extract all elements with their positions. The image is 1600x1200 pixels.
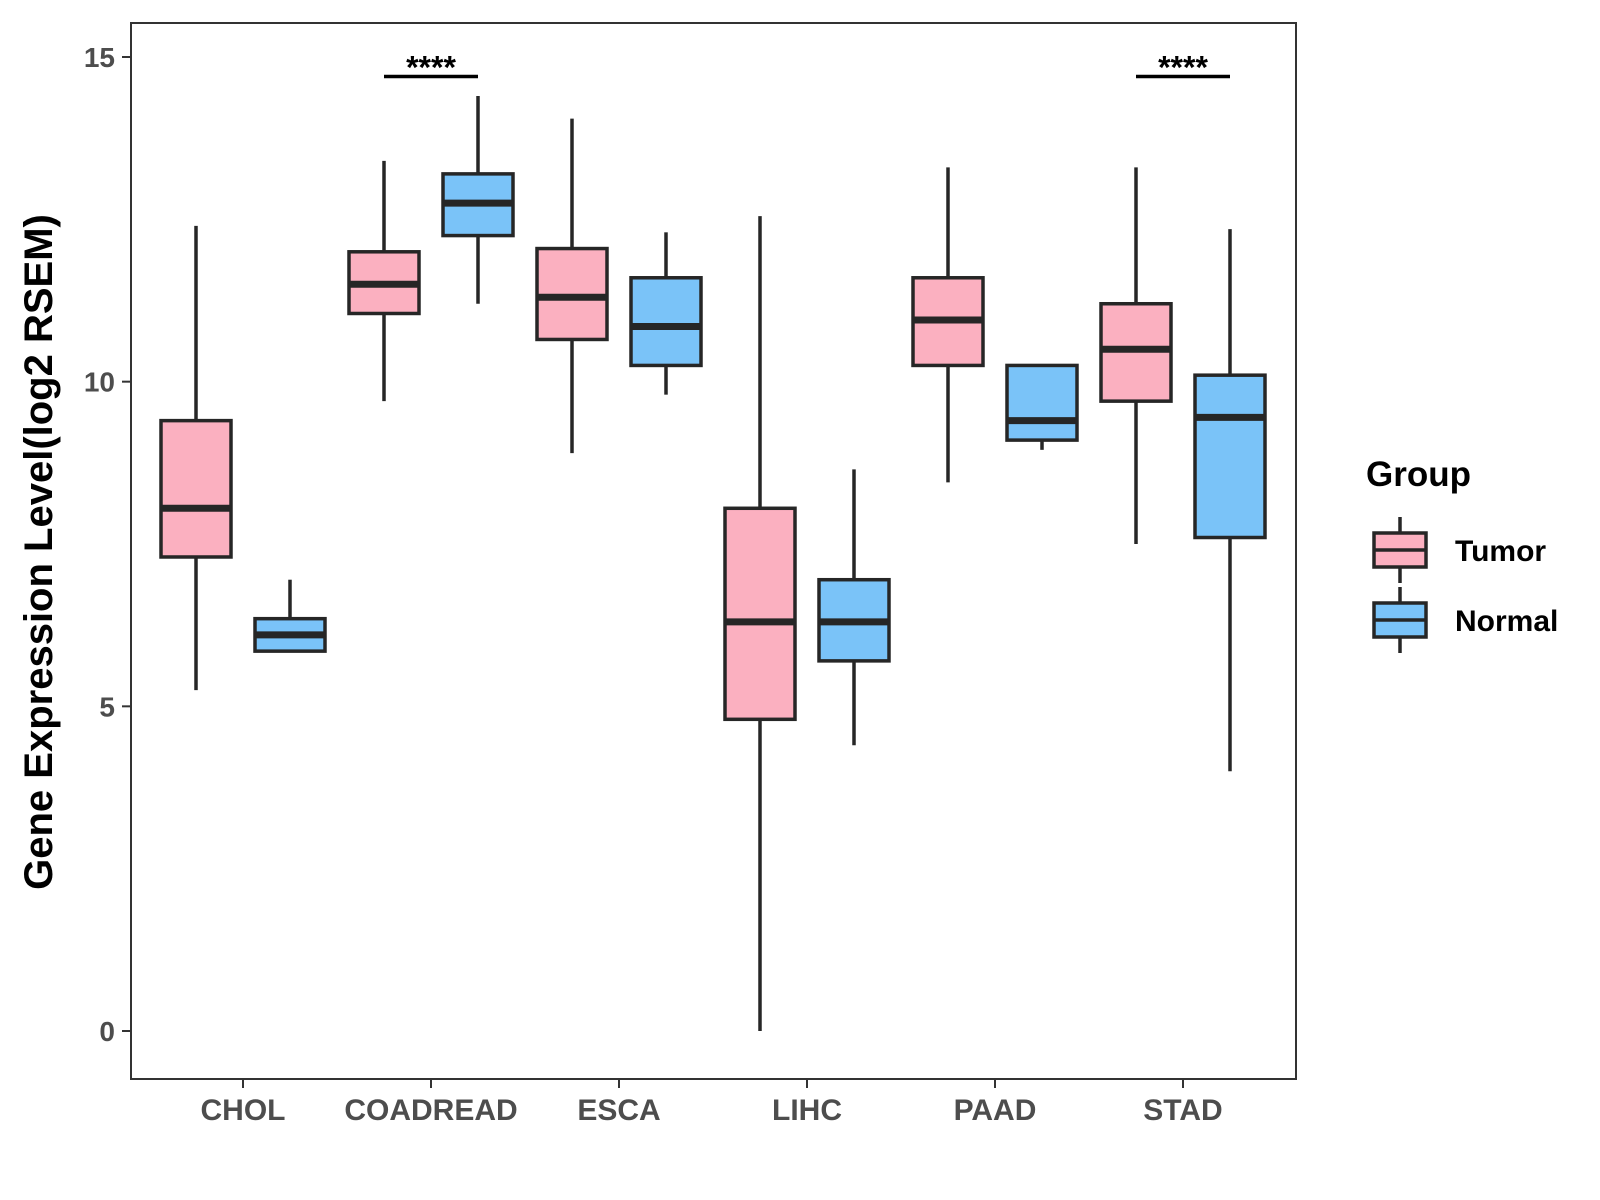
legend-label-normal: Normal: [1455, 605, 1558, 638]
y-tick-label: 0: [99, 1016, 115, 1047]
box-iqr: [723, 506, 797, 722]
x-tick-label: CHOL: [201, 1094, 286, 1127]
x-axis: CHOL COADREAD ESCA LIHC PAAD STAD: [201, 1079, 1223, 1127]
legend-key-tumor: [1372, 517, 1428, 583]
y-tick-label: 15: [84, 42, 115, 73]
plot-marks: **** ****: [159, 49, 1267, 1031]
box-iqr: [1193, 373, 1267, 540]
box-normal-esca: [629, 232, 703, 395]
y-axis-title: Gene Expression Level(log2 RSEM): [17, 214, 61, 890]
box-iqr: [629, 276, 703, 368]
plot-panel-border: [130, 22, 1297, 1080]
y-tick-label: 5: [99, 691, 115, 722]
significance-stad: ****: [1136, 49, 1230, 85]
box-tumor-chol: [159, 225, 233, 691]
x-tick-label: LIHC: [772, 1094, 842, 1127]
legend-label-tumor: Tumor: [1455, 535, 1546, 568]
box-iqr: [1005, 363, 1079, 442]
box-tumor-stad: [1099, 167, 1173, 544]
significance-label: ****: [1158, 49, 1208, 85]
x-tick-label: ESCA: [577, 1094, 660, 1127]
legend: Group Tumor Normal: [1366, 455, 1558, 653]
x-tick-label: COADREAD: [344, 1094, 517, 1127]
significance-label: ****: [406, 49, 456, 85]
box-normal-lihc: [817, 469, 891, 746]
box-tumor-paad: [911, 167, 985, 483]
box-tumor-coadread: [347, 160, 421, 402]
box-normal-coadread: [441, 95, 515, 304]
y-tick-label: 10: [84, 367, 115, 398]
box-normal-stad: [1193, 229, 1267, 772]
x-tick-label: PAAD: [954, 1094, 1037, 1127]
box-normal-paad: [1005, 363, 1079, 450]
box-normal-chol: [253, 579, 327, 653]
box-iqr: [159, 418, 233, 559]
y-axis: 0 5 10 15: [84, 42, 131, 1047]
box-tumor-esca: [535, 118, 609, 454]
significance-coadread: ****: [384, 49, 478, 85]
x-tick-label: STAD: [1143, 1094, 1222, 1127]
box-tumor-lihc: [723, 216, 797, 1031]
legend-title: Group: [1366, 455, 1471, 494]
legend-key-normal: [1372, 587, 1428, 653]
